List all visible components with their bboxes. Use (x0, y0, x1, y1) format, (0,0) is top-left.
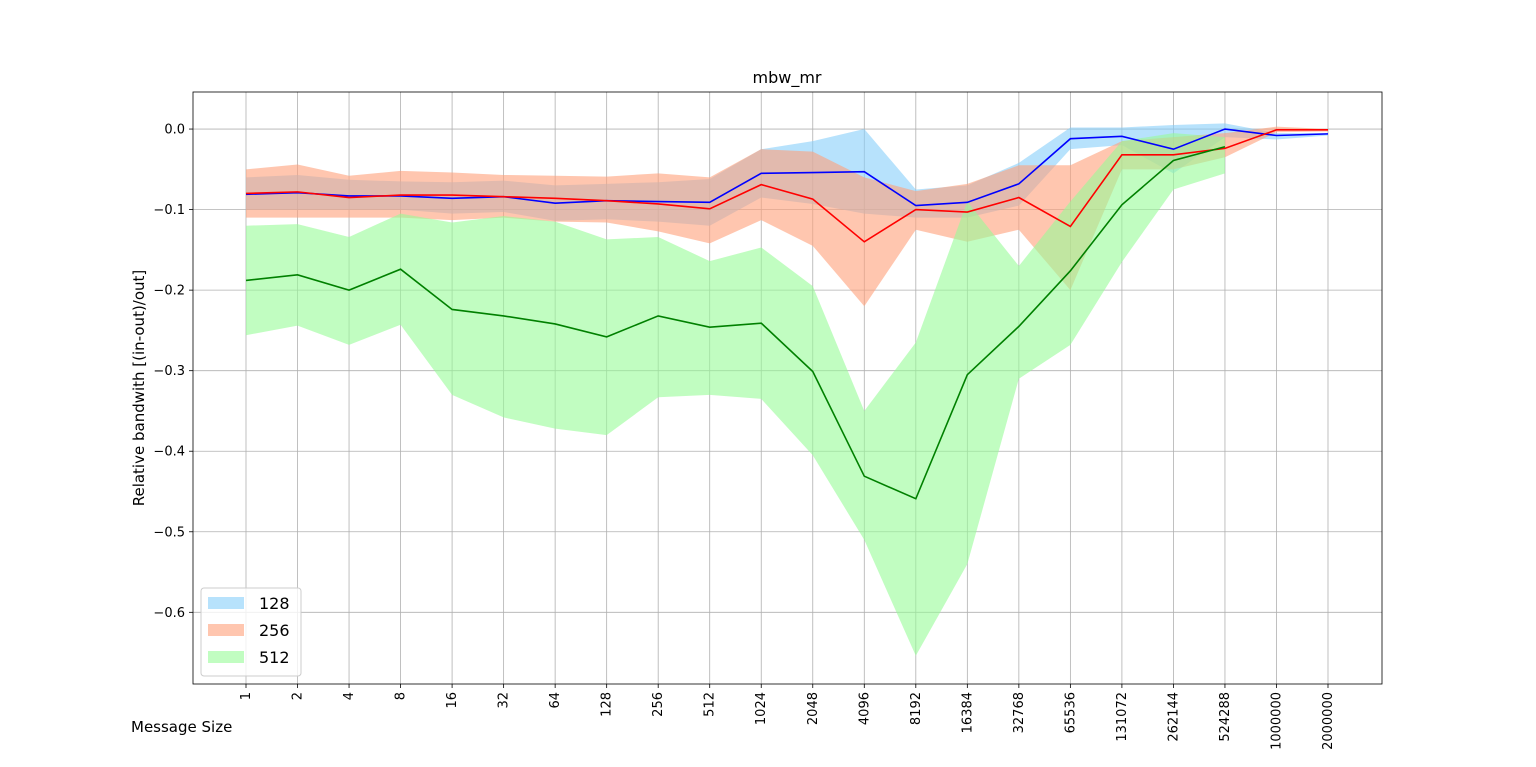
band (246, 133, 1225, 656)
x-tick-label: 2 (291, 692, 306, 700)
legend-swatch (208, 597, 244, 609)
x-tick-label: 512 (703, 692, 718, 717)
x-tick-label: 2000000 (1321, 692, 1336, 750)
legend-label: 512 (259, 648, 290, 667)
x-tick-label: 128 (600, 692, 615, 717)
legend-label: 128 (259, 594, 290, 613)
x-tick-label: 16384 (960, 692, 975, 733)
x-tick-label: 8 (394, 692, 409, 700)
legend-label: 256 (259, 621, 290, 640)
line (245, 129, 1328, 243)
x-tick-label: 4 (342, 692, 357, 700)
legend: 128 256 512 (200, 587, 302, 677)
y-tick-label: −0.3 (153, 364, 185, 379)
line (245, 145, 1226, 500)
x-tick-label: 262144 (1166, 692, 1181, 742)
x-tick-label: 1000000 (1269, 692, 1284, 750)
x-tick-label: 32768 (1012, 692, 1027, 733)
x-tick-label: 256 (651, 692, 666, 717)
line (245, 128, 1329, 207)
y-tick-label: −0.2 (153, 284, 185, 299)
x-tick-label: 1024 (754, 692, 769, 725)
y-tick-label: −0.6 (153, 606, 185, 621)
x-tick-label: 131072 (1115, 692, 1130, 742)
y-tick-label: −0.1 (153, 203, 185, 218)
chart-title: mbw_mr (753, 68, 822, 88)
x-tick-label: 8192 (909, 692, 924, 725)
y-tick-label: −0.5 (153, 525, 185, 540)
legend-swatch (208, 651, 244, 663)
y-tick-label: 0.0 (164, 123, 185, 138)
x-tick-label: 1 (239, 692, 254, 700)
y-axis-label: Relative bandwith [(in-out)/out] (130, 270, 148, 507)
x-axis-label: Message Size (131, 718, 232, 736)
x-tick-label: 32 (497, 692, 512, 709)
x-tick-label: 2048 (806, 692, 821, 725)
plot-frame (192, 91, 1383, 685)
y-tick-label: −0.4 (153, 445, 185, 460)
x-tick-label: 524288 (1218, 692, 1233, 742)
x-tick-label: 4096 (857, 692, 872, 725)
legend-swatch (208, 624, 244, 636)
x-tick-label: 65536 (1063, 692, 1078, 733)
x-tick-label: 64 (548, 692, 563, 709)
x-tick-label: 16 (445, 692, 460, 709)
